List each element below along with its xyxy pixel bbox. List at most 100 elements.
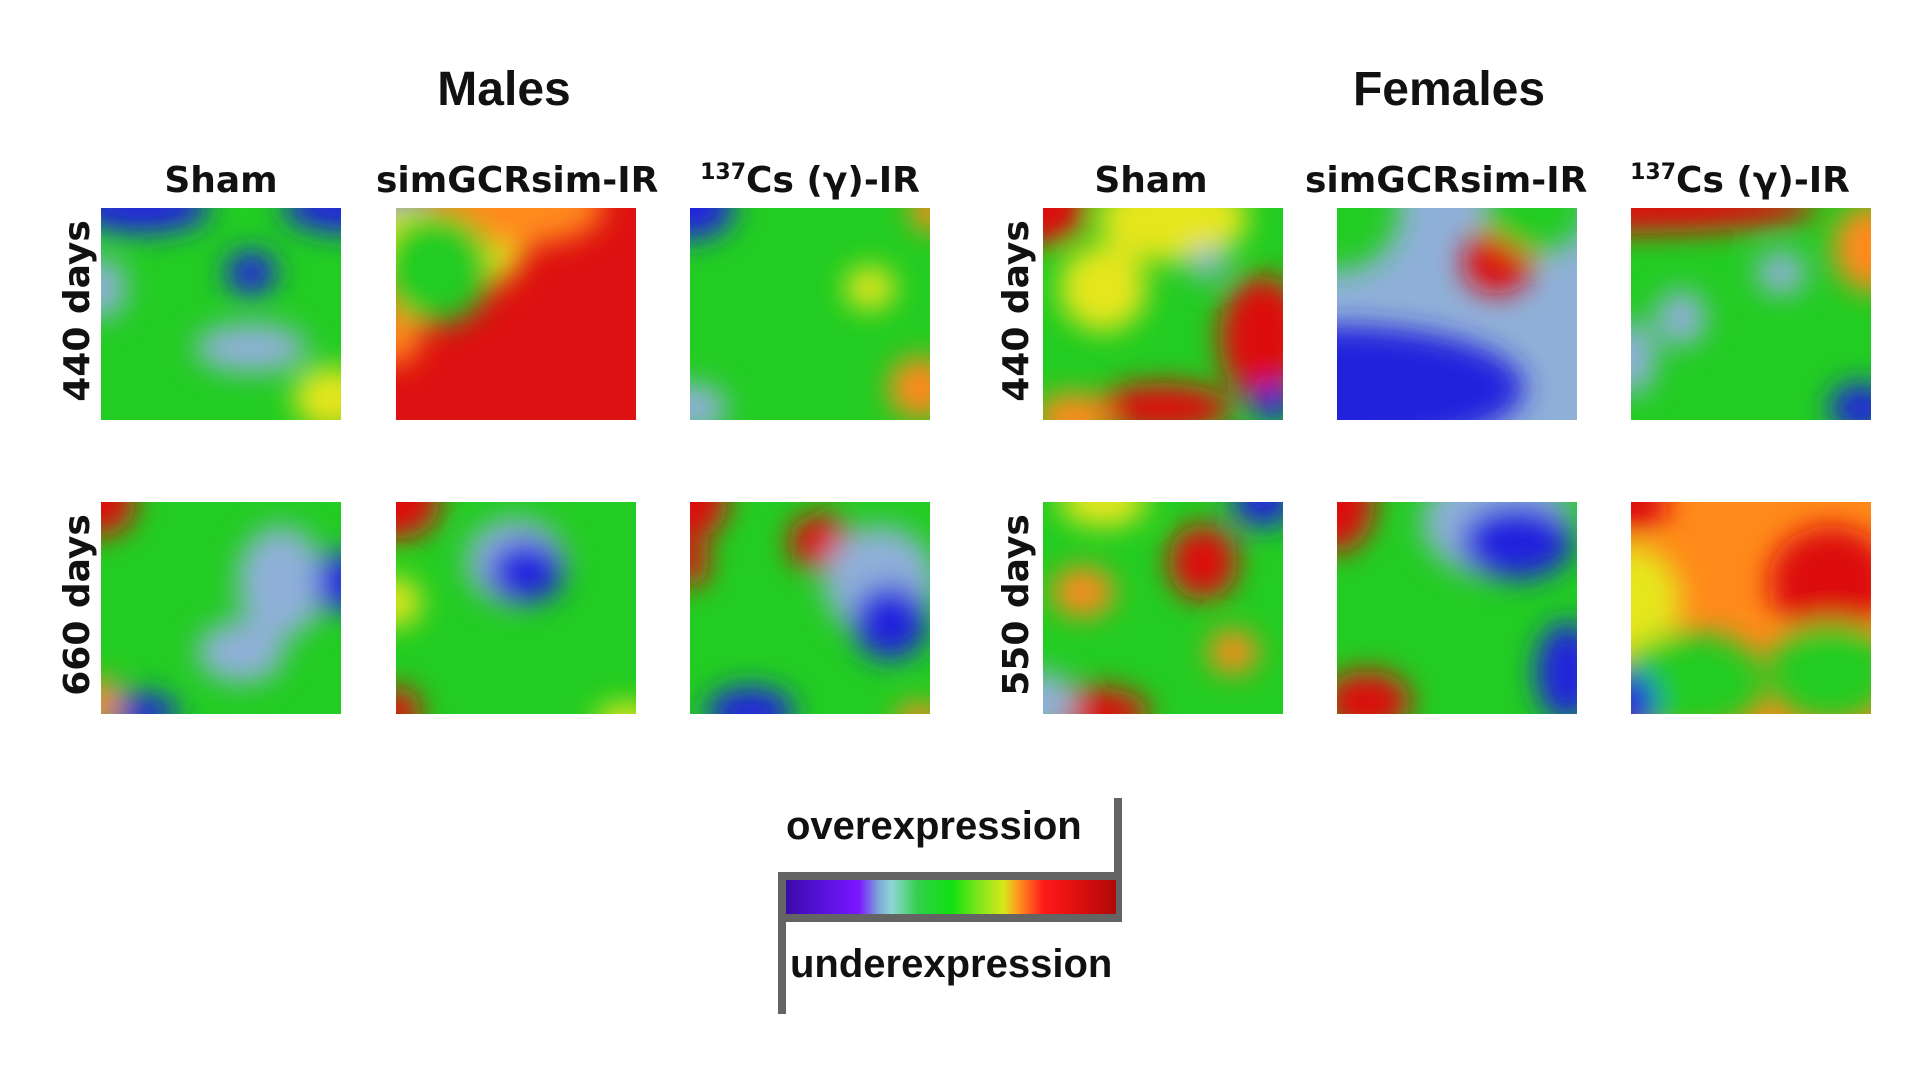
group-title-females: Females xyxy=(1352,63,1546,116)
legend-frame-left-vertical xyxy=(778,872,786,1014)
heatmap-blob xyxy=(101,677,120,714)
row-label-females-440: 440 days xyxy=(996,220,1037,402)
heatmap-blob xyxy=(1337,502,1375,552)
col-label-males-cs: 137Cs (γ)-IR xyxy=(670,160,950,201)
heatmap-blob xyxy=(1337,208,1400,271)
heatmap-blob xyxy=(101,256,126,320)
heatmap-blob xyxy=(911,208,930,233)
heatmap-blob xyxy=(1631,208,1819,233)
heatmap-blob xyxy=(1189,247,1227,279)
heatmap-blob xyxy=(1631,670,1656,714)
heatmap-blob xyxy=(1208,630,1258,674)
heatmap-blob xyxy=(1219,275,1283,401)
legend-underexpression-label: underexpression xyxy=(790,942,1113,986)
heatmap-blob xyxy=(1631,545,1681,659)
heatmap-blob xyxy=(852,584,928,660)
heatmap-blob xyxy=(237,525,325,639)
heatmap-blob xyxy=(282,208,341,233)
cs-label-text: Cs (γ)-IR xyxy=(1676,160,1850,201)
heatmap-blob xyxy=(1251,384,1283,420)
heatmap-blob xyxy=(1059,244,1147,332)
heatmap-svg xyxy=(1337,208,1577,420)
legend-frame-right-vertical xyxy=(1114,798,1122,922)
heatmap-svg xyxy=(101,502,341,714)
col-label-males-sham: Sham xyxy=(164,160,278,201)
heatmap-blob xyxy=(1768,622,1871,714)
heatmap-blob xyxy=(1043,208,1087,246)
legend-frame-top xyxy=(778,872,1122,880)
heatmap-svg xyxy=(690,502,930,714)
cs-label-text: Cs (γ)-IR xyxy=(746,160,920,201)
row-label-males-660: 660 days xyxy=(57,514,98,696)
heatmap-svg xyxy=(1337,502,1577,714)
heatmap-blob xyxy=(1631,632,1766,714)
legend-colorbar xyxy=(786,880,1116,914)
heatmap-blob xyxy=(1168,524,1238,600)
heatmap-blob xyxy=(888,356,930,420)
heatmap-blob xyxy=(1043,393,1111,420)
heatmap-blob xyxy=(1337,325,1525,420)
row-label-females-550: 550 days xyxy=(996,514,1037,696)
cs-superscript: 137 xyxy=(1630,160,1677,185)
heatmap-females-550-cs xyxy=(1631,502,1871,714)
heatmap-blob xyxy=(488,540,564,604)
heatmap-svg xyxy=(396,502,636,714)
heatmap-blob xyxy=(101,502,136,537)
heatmap-blob xyxy=(396,687,421,714)
heatmap-blob xyxy=(1656,289,1706,347)
heatmap-blob xyxy=(1631,502,1669,534)
heatmap-blob xyxy=(690,208,734,240)
heatmap-blob xyxy=(1833,208,1871,292)
heatmap-females-440-cs xyxy=(1631,208,1871,420)
heatmap-blob xyxy=(1059,502,1147,527)
heatmap-blob xyxy=(1487,208,1577,252)
heatmap-blob xyxy=(845,266,895,310)
heatmap-blob xyxy=(1043,670,1075,714)
heatmap-females-440-sham xyxy=(1043,208,1283,420)
heatmap-females-550-sham xyxy=(1043,502,1283,714)
heatmap-blob xyxy=(396,502,440,540)
heatmap-svg xyxy=(1631,208,1871,420)
heatmap-svg xyxy=(101,208,341,420)
group-title-males: Males xyxy=(437,63,571,116)
heatmap-males-660-cs xyxy=(690,502,930,714)
heatmap-blob xyxy=(1051,567,1115,617)
heatmap-svg xyxy=(396,208,636,420)
heatmap-blob xyxy=(690,502,728,540)
heatmap-svg xyxy=(1631,502,1871,714)
heatmap-blob xyxy=(1631,320,1656,396)
heatmap-blob xyxy=(101,208,210,233)
heatmap-blob xyxy=(1768,525,1871,639)
heatmap-blob xyxy=(293,366,341,420)
heatmap-males-660-simgcr xyxy=(396,502,636,714)
cs-superscript: 137 xyxy=(700,160,747,185)
col-label-females-simgcr: simGCRsim-IR xyxy=(1305,160,1588,201)
heatmap-blob xyxy=(194,323,308,373)
heatmap-males-440-cs xyxy=(690,208,930,420)
col-label-females-sham: Sham xyxy=(1094,160,1208,201)
heatmap-blob xyxy=(1094,383,1232,420)
heatmap-blob xyxy=(706,687,794,714)
heatmap-blob xyxy=(597,703,636,714)
heatmap-blob xyxy=(197,620,285,684)
heatmap-males-440-sham xyxy=(101,208,341,420)
heatmap-svg xyxy=(1043,208,1283,420)
heatmap-svg xyxy=(690,208,930,420)
heatmap-females-550-simgcr xyxy=(1337,502,1577,714)
heatmap-blob xyxy=(690,537,709,587)
heatmap-blob xyxy=(316,550,341,614)
legend-frame-bottom xyxy=(778,914,1122,922)
heatmap-blob xyxy=(226,251,276,295)
heatmap-blob xyxy=(1460,504,1574,580)
heatmap-blob xyxy=(1829,383,1871,420)
heatmap-blob xyxy=(897,703,930,714)
heatmap-males-440-simgcr xyxy=(396,208,636,420)
heatmap-blob xyxy=(103,693,179,714)
heatmap-blob xyxy=(1535,622,1577,714)
heatmap-blob xyxy=(1462,231,1532,295)
heatmap-blob xyxy=(1756,251,1806,295)
heatmap-blob xyxy=(396,577,421,627)
heatmap-males-660-sham xyxy=(101,502,341,714)
row-label-males-440: 440 days xyxy=(57,220,98,402)
heatmap-blob xyxy=(396,211,493,325)
